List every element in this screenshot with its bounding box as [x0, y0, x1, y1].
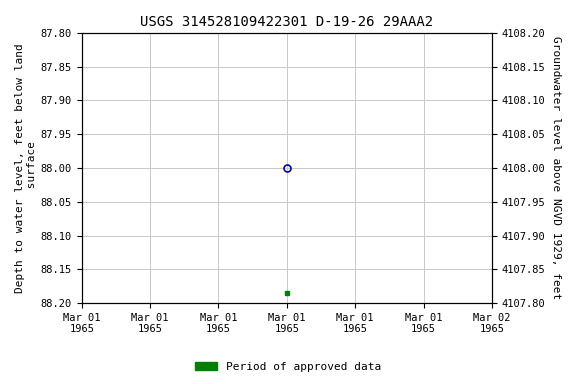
Y-axis label: Groundwater level above NGVD 1929, feet: Groundwater level above NGVD 1929, feet — [551, 36, 561, 300]
Legend: Period of approved data: Period of approved data — [191, 358, 385, 377]
Y-axis label: Depth to water level, feet below land
 surface: Depth to water level, feet below land su… — [15, 43, 37, 293]
Title: USGS 314528109422301 D-19-26 29AAA2: USGS 314528109422301 D-19-26 29AAA2 — [141, 15, 433, 29]
